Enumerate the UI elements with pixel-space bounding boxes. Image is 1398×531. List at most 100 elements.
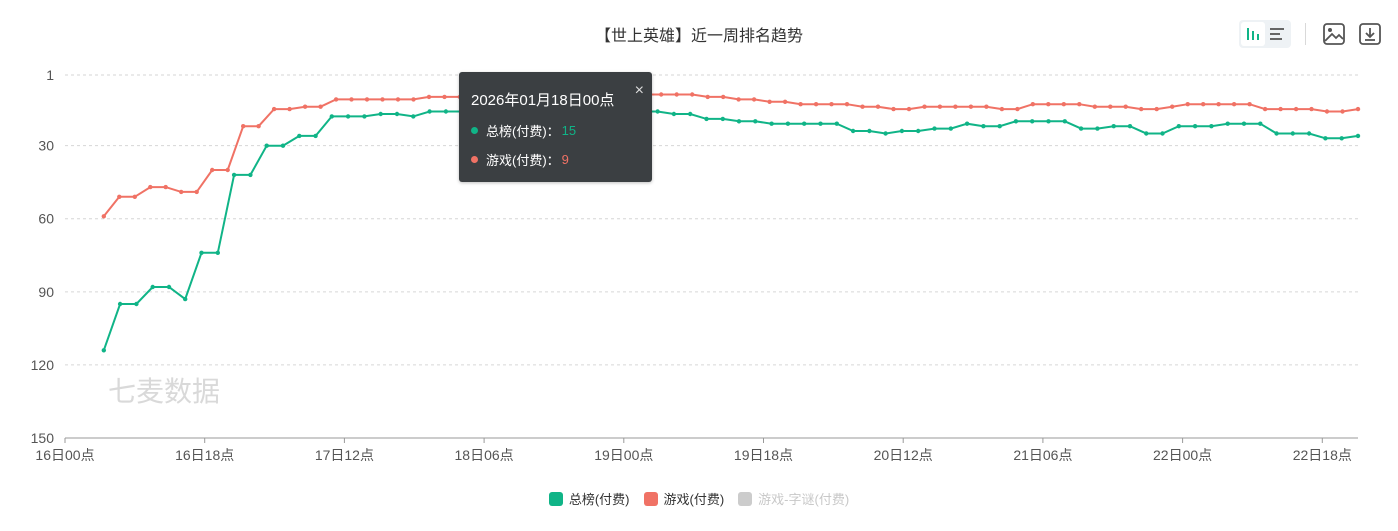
data-point[interactable] — [297, 133, 302, 139]
data-point[interactable] — [798, 102, 803, 107]
data-point[interactable] — [1123, 104, 1128, 109]
data-point[interactable] — [364, 97, 370, 102]
data-point[interactable] — [1192, 124, 1198, 129]
data-point[interactable] — [1061, 102, 1067, 107]
data-point[interactable] — [688, 111, 693, 117]
list-icon[interactable] — [1265, 22, 1289, 46]
close-icon[interactable]: × — [634, 82, 644, 99]
data-point[interactable] — [932, 126, 937, 131]
legend-item-games[interactable]: 游戏(付费) — [643, 489, 724, 508]
data-point[interactable] — [1095, 126, 1100, 131]
data-point[interactable] — [1154, 106, 1159, 112]
data-point[interactable] — [953, 104, 958, 109]
data-point[interactable] — [426, 94, 432, 100]
data-point[interactable] — [1339, 136, 1344, 141]
data-point[interactable] — [411, 97, 416, 102]
data-point[interactable] — [117, 194, 122, 199]
data-point[interactable] — [231, 172, 237, 178]
bar-chart-icon[interactable] — [1241, 22, 1265, 46]
data-point[interactable] — [1176, 124, 1182, 129]
data-point[interactable] — [395, 97, 401, 102]
data-point[interactable] — [704, 116, 709, 122]
data-point[interactable] — [690, 92, 695, 97]
data-point[interactable] — [1231, 102, 1237, 107]
data-point[interactable] — [1013, 119, 1019, 124]
data-point[interactable] — [997, 124, 1002, 129]
data-point[interactable] — [655, 109, 660, 114]
data-point[interactable] — [241, 124, 246, 129]
data-point[interactable] — [199, 250, 204, 255]
data-point[interactable] — [1127, 124, 1133, 129]
data-point[interactable] — [968, 104, 974, 109]
data-point[interactable] — [150, 284, 155, 290]
data-point[interactable] — [948, 126, 953, 131]
data-point[interactable] — [302, 104, 308, 109]
data-point[interactable] — [1274, 131, 1279, 136]
data-point[interactable] — [210, 167, 215, 173]
data-point[interactable] — [964, 121, 970, 126]
data-point[interactable] — [1144, 131, 1149, 136]
data-point[interactable] — [981, 124, 986, 129]
data-point[interactable] — [163, 184, 168, 190]
data-point[interactable] — [394, 111, 400, 117]
data-point[interactable] — [813, 102, 819, 107]
data-point[interactable] — [1355, 106, 1361, 112]
data-point[interactable] — [906, 106, 912, 112]
data-point[interactable] — [1108, 104, 1113, 109]
data-point[interactable] — [318, 104, 323, 109]
data-point[interactable] — [659, 92, 664, 97]
data-point[interactable] — [1078, 126, 1084, 131]
data-point[interactable] — [427, 109, 432, 114]
data-point[interactable] — [101, 348, 107, 353]
data-point[interactable] — [753, 119, 758, 124]
data-point[interactable] — [101, 214, 107, 219]
data-point[interactable] — [333, 97, 339, 102]
data-point[interactable] — [1258, 121, 1263, 126]
data-point[interactable] — [166, 284, 172, 290]
download-icon[interactable] — [1356, 20, 1384, 48]
data-point[interactable] — [443, 109, 449, 114]
data-point[interactable] — [671, 111, 677, 117]
data-point[interactable] — [891, 106, 896, 112]
data-point[interactable] — [818, 121, 823, 126]
data-point[interactable] — [329, 114, 334, 119]
data-point[interactable] — [442, 94, 447, 100]
data-point[interactable] — [1340, 109, 1345, 114]
data-point[interactable] — [411, 114, 416, 119]
data-point[interactable] — [215, 250, 220, 255]
data-point[interactable] — [674, 92, 679, 97]
data-point[interactable] — [148, 184, 153, 190]
data-point[interactable] — [721, 94, 726, 100]
data-point[interactable] — [844, 102, 850, 107]
data-point[interactable] — [1209, 124, 1214, 129]
data-point[interactable] — [132, 194, 137, 199]
data-point[interactable] — [271, 106, 277, 112]
data-point[interactable] — [1139, 106, 1144, 112]
data-point[interactable] — [280, 143, 286, 148]
data-point[interactable] — [769, 121, 774, 126]
data-point[interactable] — [1225, 121, 1230, 126]
data-point[interactable] — [883, 131, 888, 136]
data-point[interactable] — [1309, 106, 1314, 112]
data-point[interactable] — [999, 106, 1005, 112]
data-point[interactable] — [834, 121, 839, 126]
data-point[interactable] — [1323, 136, 1328, 141]
data-point[interactable] — [362, 114, 367, 119]
data-point[interactable] — [736, 119, 742, 124]
data-point[interactable] — [1046, 102, 1051, 107]
data-point[interactable] — [345, 114, 351, 119]
data-point[interactable] — [1324, 109, 1330, 114]
data-point[interactable] — [1216, 102, 1221, 107]
image-icon[interactable] — [1320, 20, 1348, 48]
data-point[interactable] — [117, 301, 123, 307]
data-point[interactable] — [1092, 104, 1098, 109]
data-point[interactable] — [850, 128, 856, 134]
data-point[interactable] — [225, 167, 230, 173]
data-point[interactable] — [860, 104, 865, 109]
data-point[interactable] — [1185, 102, 1190, 107]
data-point[interactable] — [782, 99, 788, 105]
data-point[interactable] — [1030, 102, 1036, 107]
data-point[interactable] — [194, 189, 199, 195]
data-point[interactable] — [899, 128, 905, 134]
data-point[interactable] — [785, 121, 791, 126]
